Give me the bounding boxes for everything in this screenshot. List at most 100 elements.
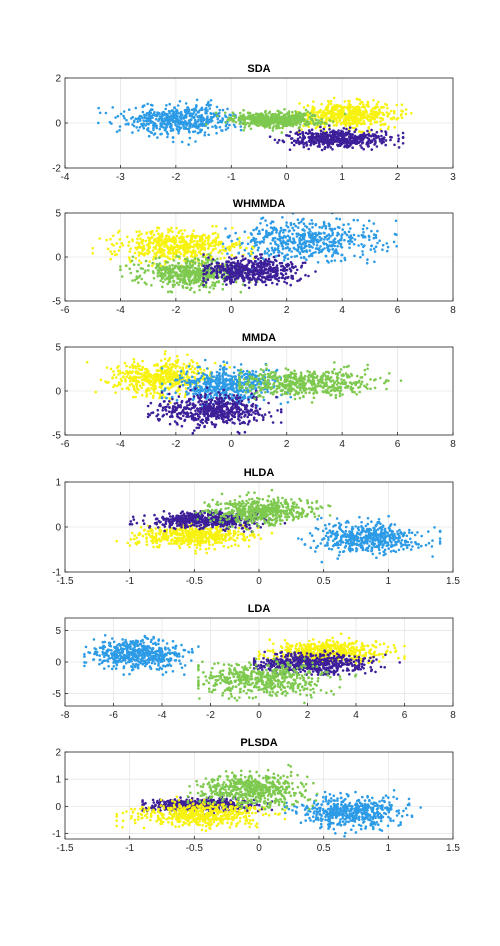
scatter-point [178, 245, 181, 248]
scatter-point [356, 110, 360, 114]
scatter-point [357, 234, 360, 238]
scatter-point [148, 372, 152, 376]
scatter-point [159, 273, 162, 276]
scatter-point [339, 114, 343, 117]
scatter-point [360, 117, 363, 120]
scatter-point [293, 255, 297, 258]
scatter-point [234, 231, 237, 235]
scatter-point [331, 231, 335, 234]
scatter-point [97, 106, 100, 110]
scatter-point [138, 259, 141, 263]
scatter-point [231, 226, 234, 230]
scatter-point [268, 233, 272, 236]
scatter-point [120, 275, 124, 278]
scatter-point [160, 243, 163, 247]
scatter-point [177, 262, 181, 265]
scatter-point [324, 227, 328, 230]
scatter-point [160, 253, 164, 257]
scatter-point [167, 274, 171, 278]
scatter-point [199, 128, 202, 132]
scatter-point [319, 129, 323, 133]
scatter-point [185, 364, 188, 368]
scatter-point [277, 276, 281, 280]
scatter-point [283, 277, 287, 281]
scatter-point [393, 143, 396, 147]
scatter-point [267, 275, 270, 279]
scatter-point [169, 229, 172, 232]
scatter-point [191, 266, 194, 269]
scatter-point [142, 383, 145, 387]
scatter-point [123, 116, 126, 120]
scatter-point [381, 118, 385, 122]
scatter-point [186, 383, 189, 387]
scatter-point [324, 137, 328, 140]
scatter-point [192, 392, 195, 396]
scatter-point [209, 271, 213, 275]
scatter-point [367, 114, 371, 118]
scatter-point [138, 241, 141, 245]
scatter-point [266, 115, 270, 118]
scatter-point [378, 137, 382, 141]
scatter-point [157, 375, 160, 379]
scatter-point [161, 234, 164, 238]
scatter-point [360, 243, 363, 246]
scatter-point [343, 134, 346, 137]
scatter-point [275, 121, 279, 125]
scatter-point [165, 369, 168, 372]
scatter-point [176, 129, 180, 132]
scatter-point [354, 128, 358, 131]
scatter-point [172, 285, 175, 289]
scatter-point [326, 140, 330, 144]
scatter-point [266, 259, 270, 263]
scatter-point [238, 242, 241, 246]
scatter-point [221, 129, 224, 132]
scatter-point [275, 228, 279, 232]
scatter-point [241, 283, 245, 286]
scatter-point [182, 117, 186, 120]
scatter-point [247, 286, 251, 290]
scatter-point [191, 115, 195, 119]
scatter-point [256, 240, 259, 244]
scatter-point [358, 98, 362, 101]
scatter-point [194, 104, 198, 107]
scatter-point [204, 243, 207, 246]
scatter-point [226, 252, 229, 255]
scatter-point [269, 252, 273, 256]
scatter-point [169, 237, 172, 241]
scatter-point [290, 250, 293, 253]
scatter-point [116, 114, 120, 118]
scatter-point [291, 124, 295, 128]
scatter-point [367, 219, 371, 223]
scatter-point [185, 264, 188, 267]
scatter-point [120, 241, 124, 245]
scatter-point [369, 248, 373, 251]
scatter-point [212, 276, 216, 280]
scatter-point [223, 277, 227, 280]
scatter-point [297, 221, 301, 225]
scatter-points [85, 350, 403, 435]
scatter-point [113, 383, 116, 387]
scatter-point [138, 274, 142, 278]
scatter-point [166, 228, 170, 231]
scatter-point [180, 275, 184, 278]
scatter-point [269, 242, 273, 245]
scatter-point [193, 257, 197, 260]
scatter-point [219, 268, 222, 271]
scatter-point [286, 242, 290, 246]
scatter-point [268, 278, 271, 282]
scatter-point [352, 118, 356, 121]
scatter-point [181, 232, 184, 236]
scatter-point [198, 380, 201, 383]
scatter-point [124, 123, 128, 126]
scatter-point [302, 222, 306, 225]
scatter-point [278, 231, 282, 234]
scatter-point [112, 234, 115, 238]
scatter-point [348, 114, 351, 118]
scatter-point [200, 374, 204, 378]
scatter-point [167, 367, 170, 371]
scatter-point [170, 384, 174, 387]
scatter-point [192, 107, 196, 111]
scatter-point [140, 232, 143, 236]
scatter-point [264, 261, 267, 265]
scatter-point [211, 239, 215, 242]
